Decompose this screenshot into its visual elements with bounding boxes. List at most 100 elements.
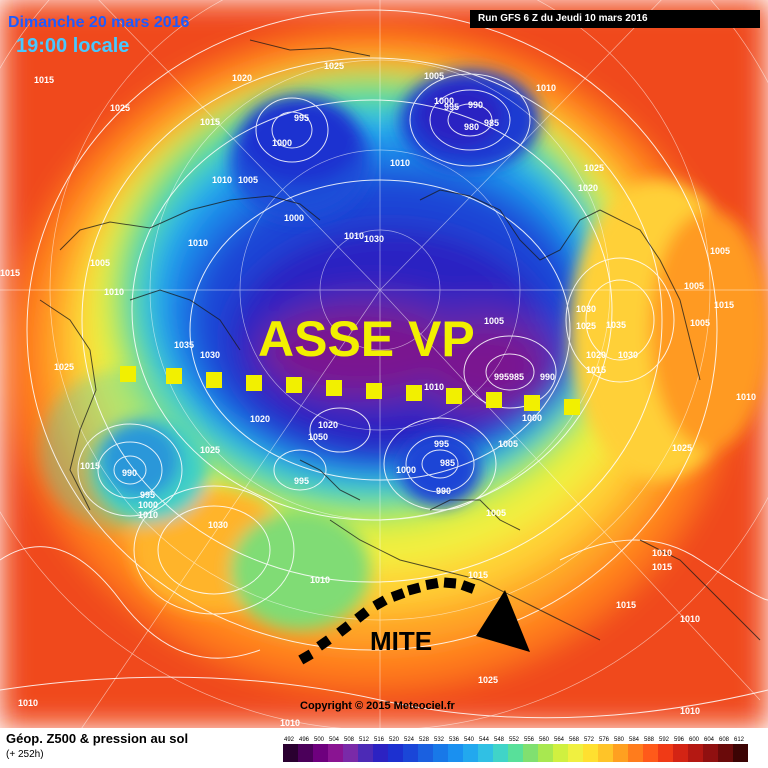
- isobar-label: 1005: [684, 281, 704, 291]
- scale-tick-label: 512: [359, 737, 370, 743]
- isobar-label: 1010: [188, 238, 208, 248]
- isobar-label: 1015: [0, 268, 20, 278]
- isobar-label: 1000: [434, 96, 454, 106]
- scale-tick-label: 552: [509, 737, 520, 743]
- isobar-label: 1000: [138, 500, 158, 510]
- isobar-label: 1010: [280, 718, 300, 728]
- isobar-label: 1015: [652, 562, 672, 572]
- isobar-label: 1005: [486, 508, 506, 518]
- isobar-label: 1025: [584, 163, 604, 173]
- scale-swatch: [343, 744, 358, 762]
- scale-swatch: [328, 744, 343, 762]
- scale-tick-label: 540: [464, 737, 475, 743]
- isobar-label: 1015: [714, 300, 734, 310]
- isobar-label: 1005: [424, 71, 444, 81]
- scale-tick-label: 588: [644, 737, 655, 743]
- scale-swatch: [508, 744, 523, 762]
- scale-swatch: [478, 744, 493, 762]
- isobar-label: 1010: [18, 698, 38, 708]
- scale-tick-label: 560: [539, 737, 550, 743]
- isobar-label: 990: [540, 372, 555, 382]
- scale-swatch: [358, 744, 373, 762]
- isobar-label: 1010: [736, 392, 756, 402]
- scale-swatch: [298, 744, 313, 762]
- isobar-label: 1000: [272, 138, 292, 148]
- vortex-axis-label: ASSE VP: [258, 311, 475, 367]
- arrow-icon: [476, 590, 530, 652]
- scale-tick-label: 528: [419, 737, 430, 743]
- scale-swatch: [673, 744, 688, 762]
- isobar-label: 995: [140, 490, 155, 500]
- isobar-label: 1030: [364, 234, 384, 244]
- scale-tick-label: 524: [404, 737, 415, 743]
- isobar-label: 1020: [232, 73, 252, 83]
- isobar-label: 1010: [680, 614, 700, 624]
- scale-tick-label: 572: [584, 737, 595, 743]
- isobar-label: 1005: [238, 175, 258, 185]
- high-pressure-label: MITE: [370, 626, 432, 656]
- scale-swatch: [403, 744, 418, 762]
- scale-swatch: [433, 744, 448, 762]
- scale-tick-label: 544: [479, 737, 490, 743]
- scale-swatch: [448, 744, 463, 762]
- scale-swatch: [718, 744, 733, 762]
- isobar-label: 1025: [110, 103, 130, 113]
- model-run-label: Run GFS 6 Z du Jeudi 10 mars 2016: [470, 10, 760, 28]
- scale-tick-label: 576: [599, 737, 610, 743]
- isobar-label: 1005: [498, 439, 518, 449]
- scale-swatch: [463, 744, 478, 762]
- isobar-label: 985: [484, 118, 499, 128]
- scale-tick-label: 580: [614, 737, 625, 743]
- scale-tick-label: 612: [734, 737, 745, 743]
- scale-tick-label: 584: [629, 737, 640, 743]
- scale-swatch: [418, 744, 433, 762]
- scale-swatch: [283, 744, 298, 762]
- scale-swatch: [643, 744, 658, 762]
- isobar-label: 990: [122, 468, 137, 478]
- isobar-label: 1010: [344, 231, 364, 241]
- scale-swatch: [493, 744, 508, 762]
- isobar-label: 990: [468, 100, 483, 110]
- isobar-label: 1015: [616, 600, 636, 610]
- scale-tick-label: 520: [389, 737, 400, 743]
- legend-subtitle: (+ 252h): [6, 749, 44, 760]
- scale-swatch: [658, 744, 673, 762]
- isobar-label: 1015: [200, 117, 220, 127]
- isobar-label: 1005: [484, 316, 504, 326]
- isobar-label: 1010: [138, 510, 158, 520]
- isobar-label: 1030: [576, 304, 596, 314]
- isobar-label: 1035: [174, 340, 194, 350]
- isobar-label: 1005: [90, 258, 110, 268]
- isobar-label: 1000: [522, 413, 542, 423]
- isobar-label: 1015: [586, 365, 606, 375]
- scale-swatch: [598, 744, 613, 762]
- scale-tick-label: 556: [524, 737, 535, 743]
- scale-tick-label: 492: [284, 737, 295, 743]
- coastlines: [39, 39, 761, 641]
- scale-tick-label: 516: [374, 737, 385, 743]
- scale-tick-label: 596: [674, 737, 685, 743]
- isobar-label: 1010: [104, 287, 124, 297]
- isobar-label: 990: [436, 486, 451, 496]
- isobar-label: 985: [440, 458, 455, 468]
- isobar-label: 1010: [424, 382, 444, 392]
- forecast-date: Dimanche 20 mars 2016: [8, 14, 190, 31]
- scale-swatch: [703, 744, 718, 762]
- isobar-label: 1010: [390, 158, 410, 168]
- scale-swatch: [628, 744, 643, 762]
- isobar-label: 1010: [536, 83, 556, 93]
- isobar-label: 1015: [468, 570, 488, 580]
- scale-tick-label: 500: [314, 737, 325, 743]
- scale-swatch: [373, 744, 388, 762]
- scale-swatch: [583, 744, 598, 762]
- isobar-label: 1005: [710, 246, 730, 256]
- isobar-label: 995: [434, 439, 449, 449]
- scale-tick-label: 608: [719, 737, 730, 743]
- scale-swatch: [388, 744, 403, 762]
- scale-swatch: [553, 744, 568, 762]
- isobar-label: 1000: [284, 213, 304, 223]
- scale-tick-label: 592: [659, 737, 670, 743]
- scale-tick-label: 536: [449, 737, 460, 743]
